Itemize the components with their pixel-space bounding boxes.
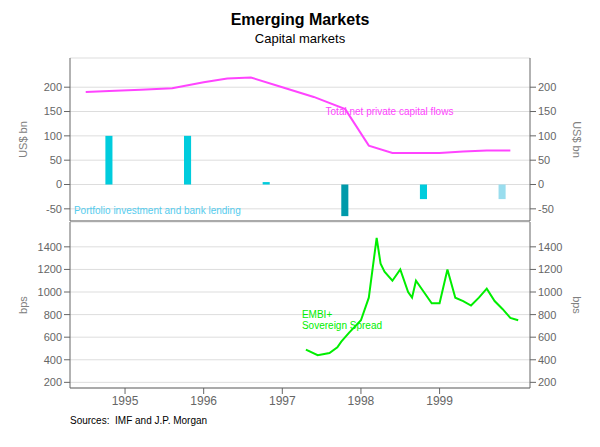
svg-text:1998: 1998 <box>348 394 375 408</box>
svg-text:800: 800 <box>44 309 62 321</box>
svg-text:100: 100 <box>538 130 556 142</box>
svg-text:1200: 1200 <box>38 263 62 275</box>
svg-text:1995: 1995 <box>112 394 139 408</box>
svg-text:bps: bps <box>17 296 29 314</box>
svg-text:1200: 1200 <box>538 263 562 275</box>
svg-text:US$ bn: US$ bn <box>571 121 583 158</box>
svg-text:0: 0 <box>56 178 62 190</box>
svg-text:200: 200 <box>44 81 62 93</box>
svg-text:1000: 1000 <box>38 286 62 298</box>
svg-text:400: 400 <box>538 354 556 366</box>
svg-text:150: 150 <box>538 105 556 117</box>
svg-text:1400: 1400 <box>538 241 562 253</box>
svg-text:1400: 1400 <box>38 241 62 253</box>
svg-text:-50: -50 <box>46 203 62 215</box>
svg-text:EMBI+Sovereign Spread: EMBI+Sovereign Spread <box>302 308 382 330</box>
svg-text:200: 200 <box>538 376 556 388</box>
svg-text:600: 600 <box>538 331 556 343</box>
svg-text:50: 50 <box>50 154 62 166</box>
svg-text:US$ bn: US$ bn <box>17 121 29 158</box>
html-text:Emerging Markets: Emerging Markets <box>230 11 370 28</box>
svg-text:200: 200 <box>538 81 556 93</box>
html-text:Capital markets: Capital markets <box>254 31 346 46</box>
svg-text:Portfolio investment and bank: Portfolio investment and bank lending <box>74 205 241 216</box>
svg-text:Total net private capital flow: Total net private capital flows <box>326 106 454 117</box>
html-text:Sources: IMF and J.P. Morgan: Sources: IMF and J.P. Morgan <box>70 415 208 426</box>
svg-text:bps: bps <box>571 296 583 314</box>
svg-text:0: 0 <box>538 178 544 190</box>
svg-text:150: 150 <box>44 105 62 117</box>
svg-text:600: 600 <box>44 331 62 343</box>
svg-text:1000: 1000 <box>538 286 562 298</box>
svg-text:1996: 1996 <box>190 394 217 408</box>
svg-text:200: 200 <box>44 376 62 388</box>
svg-text:-50: -50 <box>538 203 554 215</box>
svg-text:1997: 1997 <box>269 394 296 408</box>
svg-text:100: 100 <box>44 130 62 142</box>
svg-text:400: 400 <box>44 354 62 366</box>
svg-text:800: 800 <box>538 309 556 321</box>
svg-text:50: 50 <box>538 154 550 166</box>
svg-text:1999: 1999 <box>426 394 453 408</box>
